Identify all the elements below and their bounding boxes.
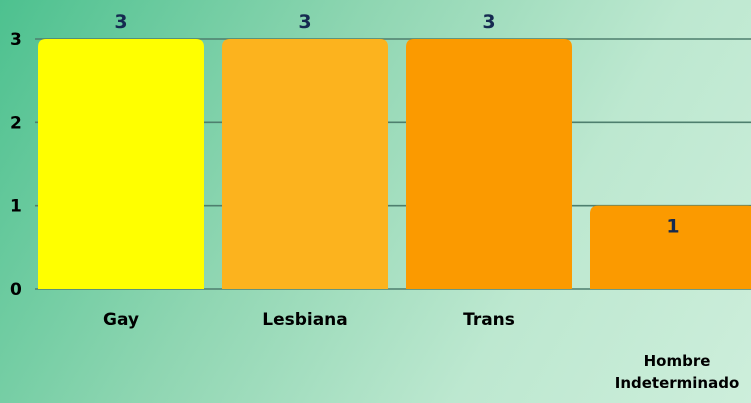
y-tick-label-3: 3 — [10, 30, 22, 50]
bar-trans — [406, 39, 572, 289]
x-tick-label-2: Lesbiana — [262, 310, 348, 330]
y-tick-label-1: 1 — [10, 197, 22, 217]
bar-gay — [38, 39, 204, 289]
y-tick-label-2: 2 — [10, 113, 22, 133]
bar-hombre-indeterminado — [590, 205, 751, 289]
x-tick-label-1: Gay — [103, 310, 139, 330]
y-axis: 0 1 2 3 — [10, 30, 22, 300]
data-label-4: 1 — [666, 216, 679, 238]
x-tick-label-4: Hombre Indeterminado — [615, 352, 740, 392]
x-tick-label-3: Trans — [463, 310, 515, 330]
data-label-1: 3 — [114, 11, 127, 33]
data-label-3: 3 — [482, 11, 495, 33]
bar-lesbiana — [222, 39, 388, 289]
data-label-2: 3 — [298, 11, 311, 33]
x-axis: Gay Lesbiana Trans Hombre Indeterminado — [103, 310, 739, 392]
data-labels: 3 3 3 1 — [114, 11, 679, 238]
y-tick-label-0: 0 — [10, 280, 22, 300]
bars — [38, 39, 751, 289]
